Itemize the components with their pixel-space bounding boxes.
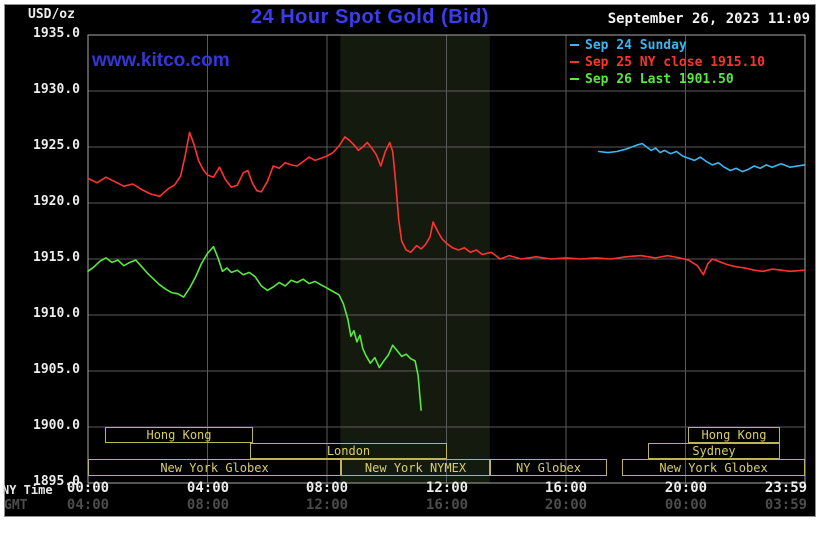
x-axis-ny-time-label: NY Time	[2, 483, 53, 497]
x-tick-ny: 16:00	[544, 480, 588, 496]
x-tick-gmt: 08:00	[186, 497, 230, 513]
y-tick-label: 1895.0	[33, 474, 80, 489]
y-tick-label: 1930.0	[33, 82, 80, 97]
x-axis-gmt-label: GMT	[4, 498, 28, 513]
chart-title: 24 Hour Spot Gold (Bid)	[250, 6, 490, 28]
x-tick-gmt: 03:59	[764, 497, 808, 513]
session-box-ny-globex-left: New York Globex	[88, 459, 341, 476]
chart-datetime: September 26, 2023 11:09	[607, 11, 810, 27]
legend-marker-icon	[570, 44, 579, 46]
y-tick-label: 1900.0	[33, 418, 80, 433]
session-box-hong-kong-left: Hong Kong	[105, 427, 253, 443]
y-tick-label: 1915.0	[33, 250, 80, 265]
x-tick-ny: 23:59	[764, 480, 808, 496]
x-tick-gmt: 00:00	[664, 497, 708, 513]
x-tick-ny: 04:00	[186, 480, 230, 496]
y-tick-label: 1935.0	[33, 26, 80, 41]
session-box-ny-globex-mid: NY Globex	[490, 459, 607, 476]
y-tick-label: 1910.0	[33, 306, 80, 321]
y-tick-label: 1920.0	[33, 194, 80, 209]
session-box-london: London	[250, 443, 447, 459]
y-tick-label: 1925.0	[33, 138, 80, 153]
legend-label: Sep 26 Last 1901.50	[585, 72, 734, 87]
kitco-watermark: www.kitco.com	[92, 50, 230, 71]
legend-marker-icon	[570, 61, 579, 63]
legend: Sep 24 Sunday Sep 25 NY close 1915.10 Se…	[570, 37, 765, 88]
x-tick-gmt: 12:00	[305, 497, 349, 513]
y-tick-label: 1905.0	[33, 362, 80, 377]
x-tick-ny: 08:00	[305, 480, 349, 496]
x-tick-ny: 20:00	[664, 480, 708, 496]
x-tick-gmt: 16:00	[425, 497, 469, 513]
legend-item-sep25: Sep 25 NY close 1915.10	[570, 54, 765, 71]
legend-item-sep24: Sep 24 Sunday	[570, 37, 765, 54]
x-tick-gmt: 04:00	[66, 497, 110, 513]
x-tick-ny: 12:00	[425, 480, 469, 496]
session-box-sydney: Sydney	[648, 443, 780, 459]
session-box-ny-globex-right: New York Globex	[622, 459, 805, 476]
x-tick-gmt: 20:00	[544, 497, 588, 513]
legend-label: Sep 24 Sunday	[585, 38, 687, 53]
session-box-hong-kong-right: Hong Kong	[688, 427, 780, 443]
legend-label: Sep 25 NY close 1915.10	[585, 55, 766, 70]
x-tick-ny: 00:00	[66, 480, 110, 496]
legend-item-sep26: Sep 26 Last 1901.50	[570, 71, 765, 88]
legend-marker-icon	[570, 78, 579, 80]
y-axis-units-label: USD/oz	[28, 7, 75, 22]
session-box-ny-nymex: New York NYMEX	[341, 459, 490, 476]
